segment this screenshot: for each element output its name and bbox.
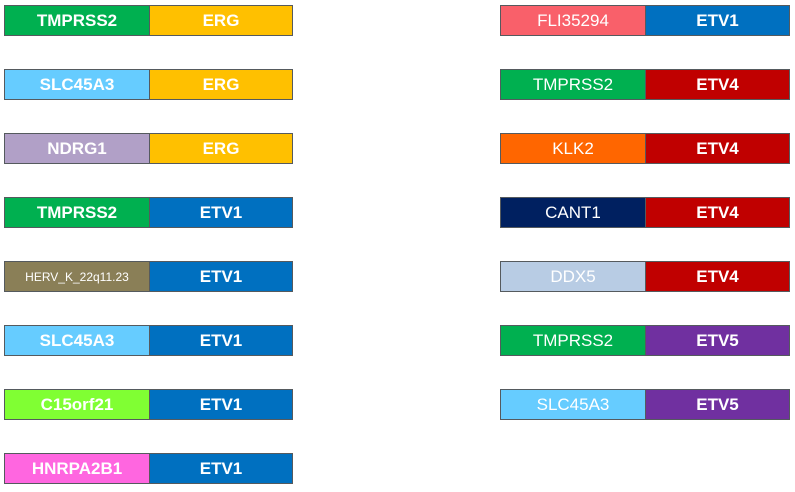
- fusion-box: KLK2 ETV4: [500, 133, 790, 164]
- fusion-box: TMPRSS2 ETV1: [4, 197, 293, 228]
- partner-gene-segment: DDX5: [501, 262, 646, 291]
- ets-gene-segment: ETV5: [646, 390, 789, 419]
- fusion-box: CANT1 ETV4: [500, 197, 790, 228]
- fusion-box: TMPRSS2 ETV4: [500, 69, 790, 100]
- fusion-box: SLC45A3 ETV5: [500, 389, 790, 420]
- fusion-box: TMPRSS2 ERG: [4, 5, 293, 36]
- partner-gene-segment: SLC45A3: [5, 70, 150, 99]
- ets-gene-segment: ERG: [150, 134, 292, 163]
- partner-gene-segment: TMPRSS2: [501, 70, 646, 99]
- fusion-box: TMPRSS2 ETV5: [500, 325, 790, 356]
- partner-gene-segment: TMPRSS2: [5, 6, 150, 35]
- partner-gene-segment: KLK2: [501, 134, 646, 163]
- ets-gene-segment: ERG: [150, 70, 292, 99]
- ets-gene-segment: ETV5: [646, 326, 789, 355]
- partner-gene-segment: CANT1: [501, 198, 646, 227]
- ets-gene-segment: ETV1: [150, 326, 292, 355]
- fusion-box: SLC45A3 ETV1: [4, 325, 293, 356]
- ets-gene-segment: ETV4: [646, 198, 789, 227]
- ets-gene-segment: ETV4: [646, 134, 789, 163]
- ets-gene-segment: ETV1: [150, 198, 292, 227]
- ets-gene-segment: ETV1: [646, 6, 789, 35]
- partner-gene-segment: HNRPA2B1: [5, 454, 150, 483]
- partner-gene-segment: TMPRSS2: [5, 198, 150, 227]
- fusion-box: FLI35294 ETV1: [500, 5, 790, 36]
- partner-gene-segment: SLC45A3: [5, 326, 150, 355]
- fusion-box: C15orf21 ETV1: [4, 389, 293, 420]
- ets-gene-segment: ETV1: [150, 454, 292, 483]
- fusion-box: DDX5 ETV4: [500, 261, 790, 292]
- fusion-box: SLC45A3 ERG: [4, 69, 293, 100]
- partner-gene-segment: NDRG1: [5, 134, 150, 163]
- ets-gene-segment: ERG: [150, 6, 292, 35]
- partner-gene-segment: TMPRSS2: [501, 326, 646, 355]
- ets-gene-segment: ETV4: [646, 70, 789, 99]
- partner-gene-segment: SLC45A3: [501, 390, 646, 419]
- partner-gene-segment: HERV_K_22q11.23: [5, 262, 150, 291]
- fusion-box: NDRG1 ERG: [4, 133, 293, 164]
- partner-gene-segment: C15orf21: [5, 390, 150, 419]
- ets-gene-segment: ETV1: [150, 390, 292, 419]
- partner-gene-segment: FLI35294: [501, 6, 646, 35]
- fusion-box: HNRPA2B1 ETV1: [4, 453, 293, 484]
- ets-gene-segment: ETV1: [150, 262, 292, 291]
- fusion-box: HERV_K_22q11.23 ETV1: [4, 261, 293, 292]
- ets-gene-segment: ETV4: [646, 262, 789, 291]
